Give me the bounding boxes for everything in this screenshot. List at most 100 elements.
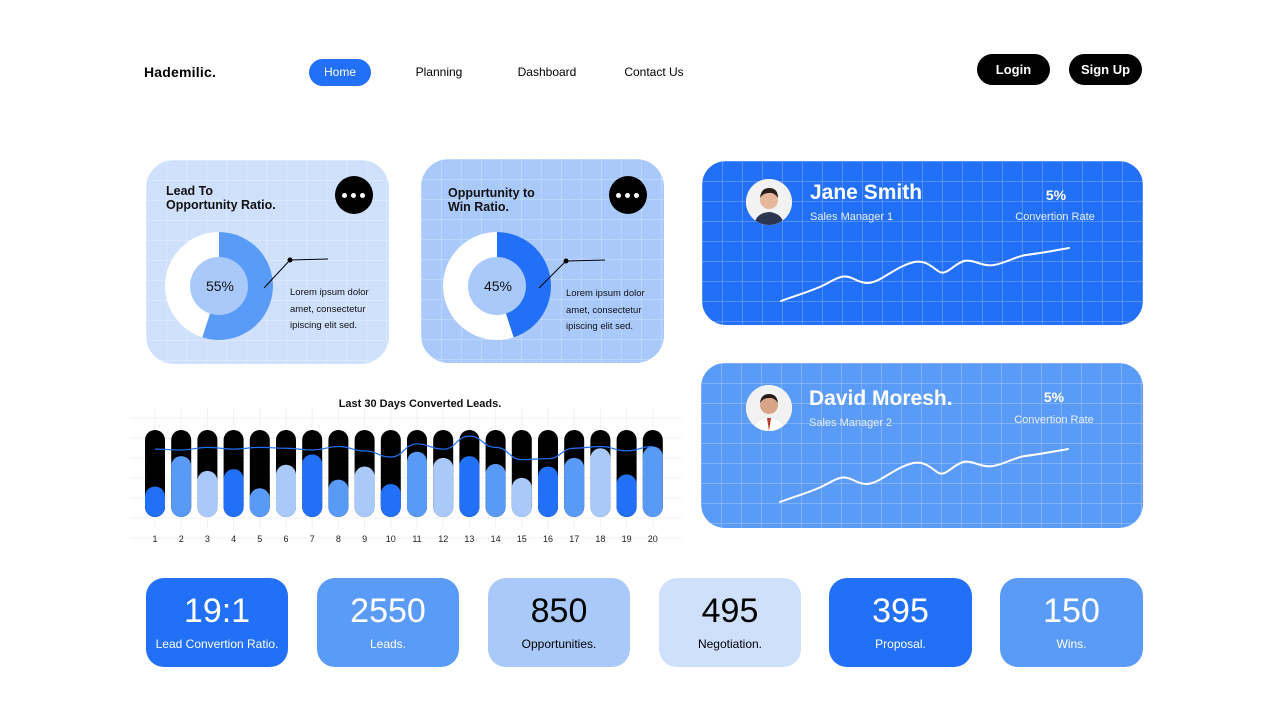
x-tick-label: 16 (543, 534, 553, 544)
person-name: David Moresh. (809, 387, 953, 410)
bar (459, 456, 480, 517)
more-options-icon[interactable] (335, 176, 373, 214)
bar (171, 456, 192, 517)
conversion-rate-value: 5% (1045, 187, 1067, 203)
card-description: Lorem ipsum dolor amet, consectetur ipis… (566, 288, 645, 332)
person-card-jane: Jane Smith Sales Manager 1 5% Convertion… (702, 161, 1143, 325)
signup-button[interactable]: Sign Up (1069, 54, 1142, 85)
bar (616, 474, 637, 517)
bar (538, 466, 558, 517)
more-options-icon[interactable] (609, 176, 647, 214)
nav-home[interactable]: Home (309, 59, 371, 86)
trend-line (780, 247, 1070, 302)
x-tick-label: 11 (412, 534, 421, 544)
person-avatar-icon (746, 179, 792, 225)
bar (433, 457, 454, 517)
bar (197, 470, 218, 517)
avatar (746, 385, 792, 431)
x-tick-label: 1 (152, 534, 157, 544)
callout-line (289, 258, 329, 261)
bar (642, 446, 663, 517)
opportunity-win-card: Oppurtunity to Win Ratio. 45% Lorem ipsu… (421, 159, 664, 363)
stat-value: 150 (1043, 592, 1100, 630)
bar (407, 451, 427, 517)
person-name: Jane Smith (810, 181, 923, 204)
stat-card-negotiation: 495 Negotiation. (659, 578, 801, 667)
stat-label: Leads. (369, 637, 407, 651)
donut-hole (468, 257, 526, 315)
chart-title: Last 30 Days Converted Leads. (338, 398, 502, 410)
x-tick-label: 6 (283, 534, 288, 544)
x-tick-label: 19 (622, 534, 632, 544)
brand-logo: Hademilic. (144, 64, 217, 80)
stat-value: 19:1 (183, 592, 251, 630)
sparkline-jane (780, 247, 1070, 302)
x-tick-label: 10 (386, 534, 396, 544)
stat-value: 2550 (350, 592, 426, 630)
person-card-david: David Moresh. Sales Manager 2 5% Convert… (701, 363, 1143, 528)
bar (354, 466, 375, 517)
bar (328, 479, 349, 517)
callout-dot (287, 257, 293, 263)
x-tick-label: 5 (257, 534, 262, 544)
bar (564, 457, 585, 517)
stat-label: Opportunities. (521, 637, 597, 651)
card-title: Lead To Opportunity Ratio. (166, 184, 276, 212)
callout-dot (563, 258, 569, 264)
stat-card-opportunities: 850 Opportunities. (488, 578, 630, 667)
x-tick-label: 12 (438, 534, 448, 544)
card-title: Oppurtunity to Win Ratio. (448, 186, 535, 214)
bar (485, 463, 506, 517)
x-tick-label: 20 (648, 534, 658, 544)
avatar (746, 179, 792, 225)
x-tick-label: 7 (310, 534, 315, 544)
stat-card-lead-conversion: 19:1 Lead Convertion Ratio. (146, 578, 288, 667)
donut-percent-label: 45% (483, 278, 513, 294)
person-role: Sales Manager 1 (810, 211, 894, 223)
bar (590, 448, 611, 517)
x-tick-label: 2 (179, 534, 184, 544)
bar (380, 483, 401, 517)
donut-percent-label: 55% (205, 278, 235, 294)
stat-value: 850 (530, 592, 588, 630)
stat-label: Proposal. (875, 637, 926, 651)
x-tick-label: 15 (517, 534, 527, 544)
bar (249, 488, 270, 517)
x-tick-label: 13 (464, 534, 474, 544)
x-tick-label: 4 (231, 534, 236, 544)
callout-line (263, 259, 291, 289)
donut-hole (190, 257, 248, 315)
trend-line (154, 435, 653, 461)
x-tick-label: 14 (491, 534, 501, 544)
nav-dashboard[interactable]: Dashboard (517, 65, 577, 79)
bar (511, 477, 532, 517)
stat-value: 395 (872, 592, 929, 630)
login-button[interactable]: Login (977, 54, 1050, 85)
nav-contact-us[interactable]: Contact Us (624, 65, 684, 79)
x-tick-label: 3 (205, 534, 210, 544)
conversion-rate-label: Convertion Rate (1014, 414, 1094, 426)
stat-card-leads: 2550 Leads. (317, 578, 459, 667)
conversion-rate-label: Convertion Rate (1015, 211, 1095, 223)
x-tick-label: 8 (336, 534, 341, 544)
trend-line (779, 448, 1069, 503)
callout-line (538, 260, 567, 289)
stat-value: 495 (701, 592, 759, 630)
sparkline-david (779, 448, 1069, 503)
callout-line (565, 259, 606, 262)
bar (276, 464, 296, 517)
card-description: Lorem ipsum dolor amet, consectetur ipis… (290, 287, 369, 331)
x-tick-label: 18 (595, 534, 605, 544)
donut-chart-lead (165, 232, 329, 340)
person-avatar-icon (746, 385, 792, 431)
person-role: Sales Manager 2 (809, 417, 893, 429)
stat-label: Lead Convertion Ratio. (155, 637, 279, 651)
x-tick-label: 17 (569, 534, 579, 544)
stat-card-wins: 150 Wins. (1000, 578, 1143, 667)
converted-leads-chart: 1 2 3 4 5 6 7 8 9 10 11 12 13 14 15 16 17 18 19 20 (130, 408, 682, 544)
bar (145, 486, 165, 517)
nav-planning[interactable]: Planning (415, 65, 463, 79)
conversion-rate-value: 5% (1043, 389, 1065, 405)
stat-label: Wins. (1056, 637, 1087, 651)
bar (223, 469, 244, 517)
